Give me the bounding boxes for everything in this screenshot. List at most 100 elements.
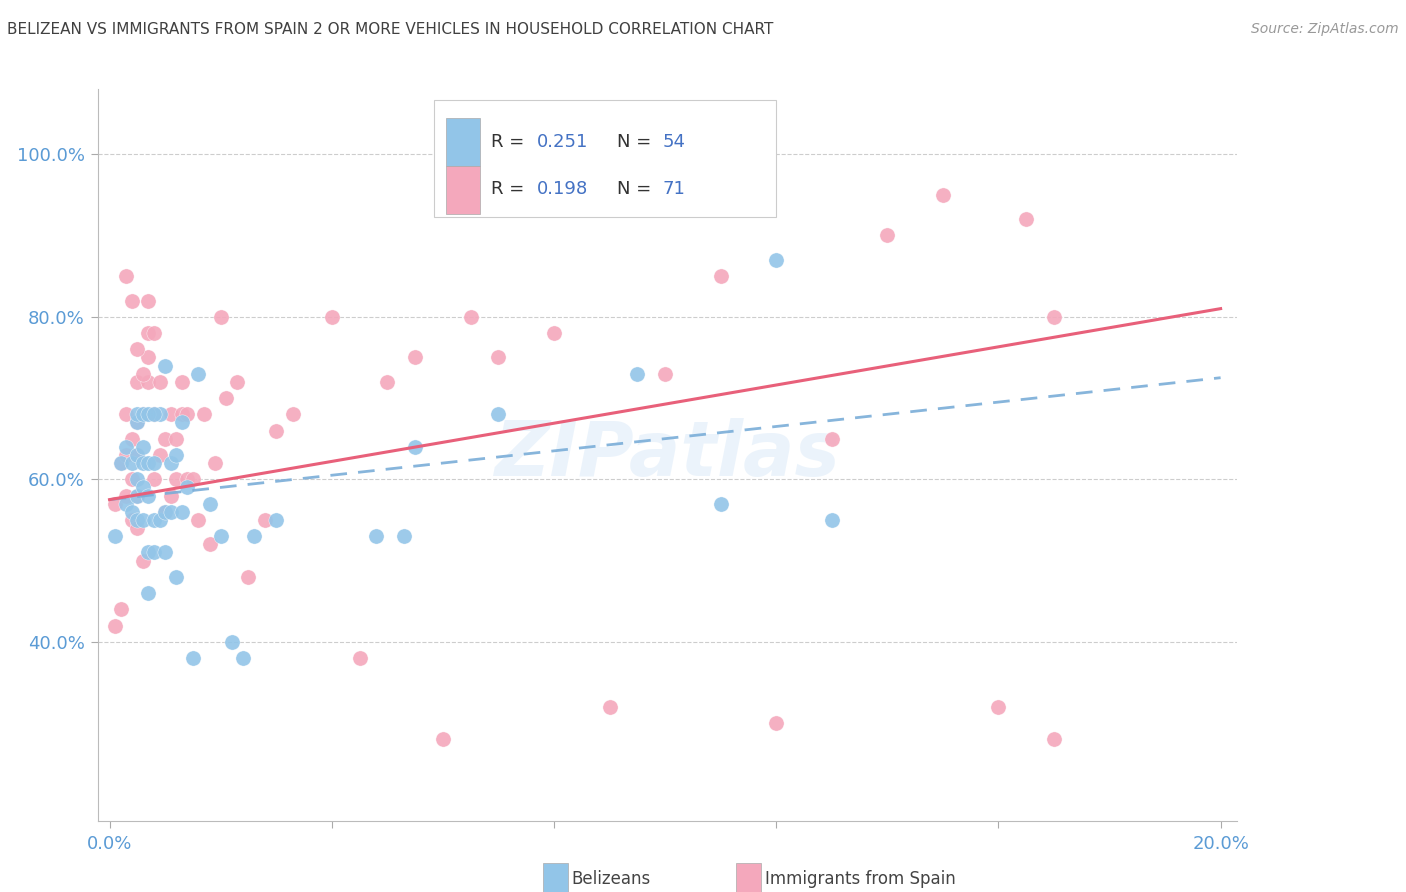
Point (486, 351, 509, 365)
Text: R =: R = (491, 133, 530, 151)
Point (626, 367, 648, 381)
Point (153, 505, 176, 519)
Point (132, 407, 155, 421)
Point (243, 529, 266, 543)
Point (349, 651, 371, 665)
FancyBboxPatch shape (434, 100, 776, 218)
Point (110, 456, 132, 470)
Point (127, 521, 149, 535)
Point (765, 716, 787, 731)
Point (375, 375, 398, 389)
Point (138, 407, 160, 421)
Text: 0.251: 0.251 (537, 133, 588, 151)
Point (121, 293, 143, 308)
Point (153, 505, 176, 519)
Point (170, 416, 193, 430)
Point (138, 545, 160, 559)
Point (1043, 732, 1066, 747)
Point (404, 440, 426, 454)
Point (209, 310, 232, 324)
Point (127, 375, 149, 389)
Point (209, 529, 232, 543)
Text: Immigrants from Spain: Immigrants from Spain (765, 871, 956, 888)
Point (127, 472, 149, 486)
Point (176, 472, 198, 486)
Point (159, 489, 181, 503)
Point (127, 448, 149, 462)
Point (281, 407, 304, 421)
FancyBboxPatch shape (543, 863, 568, 892)
Point (115, 407, 138, 421)
Point (181, 472, 204, 486)
Point (404, 351, 426, 365)
Point (254, 513, 277, 527)
Point (238, 570, 260, 584)
Point (132, 367, 155, 381)
Point (181, 651, 204, 665)
Point (115, 497, 138, 511)
Point (460, 310, 482, 324)
Point (170, 505, 193, 519)
Point (143, 456, 166, 470)
FancyBboxPatch shape (737, 863, 761, 892)
Point (193, 407, 215, 421)
Point (138, 456, 160, 470)
Point (132, 513, 155, 527)
Point (132, 440, 155, 454)
Point (143, 407, 166, 421)
Point (143, 545, 166, 559)
Point (987, 699, 1010, 714)
Point (159, 456, 181, 470)
Point (132, 456, 155, 470)
Point (215, 391, 238, 405)
Point (121, 456, 143, 470)
Point (132, 407, 155, 421)
FancyBboxPatch shape (446, 166, 479, 213)
Point (138, 326, 160, 340)
Point (121, 505, 143, 519)
Point (232, 651, 254, 665)
Point (432, 732, 454, 747)
Point (176, 407, 198, 421)
Y-axis label: 2 or more Vehicles in Household: 2 or more Vehicles in Household (0, 321, 6, 589)
Point (104, 529, 127, 543)
Point (104, 618, 127, 632)
Point (127, 416, 149, 430)
Point (170, 407, 193, 421)
Point (876, 228, 898, 243)
Point (221, 635, 243, 649)
Point (110, 456, 132, 470)
Point (321, 310, 343, 324)
Point (187, 513, 209, 527)
Point (1015, 212, 1038, 227)
Point (132, 480, 155, 494)
Point (127, 513, 149, 527)
Point (138, 586, 160, 600)
Point (148, 375, 170, 389)
Point (153, 545, 176, 559)
Point (138, 293, 160, 308)
Point (486, 407, 509, 421)
Point (110, 602, 132, 616)
Point (198, 497, 221, 511)
Point (121, 513, 143, 527)
Point (170, 375, 193, 389)
Point (198, 537, 221, 551)
Point (159, 407, 181, 421)
Point (710, 497, 733, 511)
Point (148, 448, 170, 462)
Point (115, 440, 138, 454)
Point (159, 505, 181, 519)
Point (165, 448, 187, 462)
Text: R =: R = (491, 180, 530, 198)
Point (138, 375, 160, 389)
Point (115, 448, 138, 462)
Point (143, 407, 166, 421)
Point (932, 187, 955, 202)
Point (821, 513, 844, 527)
Point (127, 489, 149, 503)
Text: N =: N = (617, 133, 657, 151)
Point (176, 480, 198, 494)
Text: ZIPatlas: ZIPatlas (495, 418, 841, 491)
Point (165, 472, 187, 486)
